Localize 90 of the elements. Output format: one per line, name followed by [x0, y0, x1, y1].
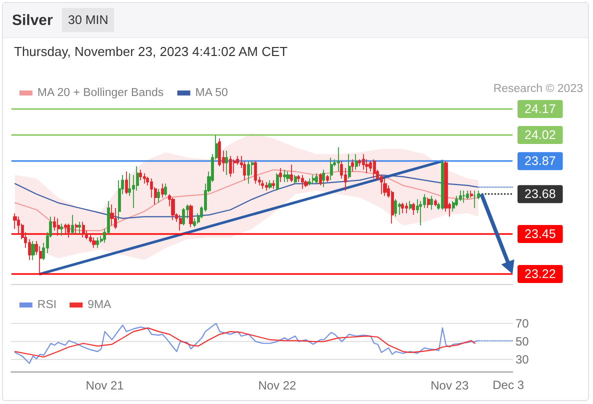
candlestick: [319, 172, 322, 186]
candlestick: [64, 223, 67, 234]
candlestick: [348, 154, 351, 179]
candlestick: [82, 221, 85, 238]
candlestick: [362, 154, 365, 170]
candlestick: [225, 150, 228, 176]
x-tick-label: Nov 22: [258, 378, 297, 392]
candlestick: [355, 154, 358, 170]
candlestick: [261, 180, 264, 190]
ref-line-label: 23.87: [524, 154, 556, 168]
candlestick: [434, 198, 437, 207]
candlestick: [409, 200, 412, 210]
ref-line-label: 24.17: [524, 102, 556, 116]
candlestick: [125, 171, 128, 195]
candlestick: [301, 174, 304, 190]
candlestick: [398, 202, 401, 216]
candlestick: [351, 158, 354, 172]
candlestick: [114, 208, 117, 230]
legend-label: 9MA: [88, 299, 112, 311]
legend-label: RSI: [37, 299, 57, 311]
candlestick: [308, 178, 311, 186]
candlestick: [78, 221, 81, 234]
candlestick: [143, 172, 146, 184]
legend-label: MA 20 + Bollinger Bands: [37, 87, 164, 99]
ref-line-label: 23.45: [524, 227, 556, 242]
candlestick: [430, 195, 433, 210]
candlestick: [179, 214, 182, 232]
ref-line-label: 23.22: [524, 266, 556, 281]
candlestick: [268, 180, 272, 190]
candlestick: [405, 202, 408, 214]
candlestick: [373, 158, 376, 179]
candlestick: [470, 190, 473, 198]
candlestick: [233, 158, 236, 174]
y-tick-label: 30: [516, 352, 530, 367]
candlestick: [466, 190, 469, 200]
ref-line-label: 23.68: [524, 187, 556, 202]
text: Research © 2023: [493, 82, 583, 96]
x-tick-label: Nov 23: [430, 378, 469, 392]
candlestick: [462, 190, 466, 204]
candlestick: [31, 240, 35, 261]
candlestick: [164, 183, 167, 196]
candlestick: [337, 146, 340, 172]
candlestick: [171, 197, 175, 221]
candlestick: [67, 223, 70, 238]
candlestick: [92, 237, 96, 248]
candlestick: [247, 160, 250, 184]
candlestick: [441, 160, 444, 210]
candlestick: [182, 208, 185, 226]
text: Dec 3: [492, 378, 524, 392]
candlestick: [473, 190, 476, 208]
candlestick: [294, 174, 297, 184]
y-tick-label: 50: [516, 334, 530, 349]
candlestick: [330, 157, 333, 181]
candlestick: [272, 180, 275, 190]
candlestick: [71, 214, 74, 234]
candlestick: [161, 183, 164, 198]
candlestick: [290, 164, 293, 182]
candlestick: [276, 172, 279, 192]
candlestick: [283, 169, 286, 182]
candlestick: [265, 181, 268, 192]
x-tick-label: Nov 21: [86, 378, 124, 392]
candlestick: [279, 168, 282, 182]
line-series: [14, 322, 479, 364]
candlestick: [254, 160, 257, 184]
candlestick: [315, 172, 318, 184]
candlestick: [322, 169, 325, 188]
chart-title: Silver: [12, 12, 53, 30]
candlestick: [157, 188, 160, 204]
candlestick: [383, 178, 387, 196]
candlestick: [286, 171, 290, 182]
candlestick: [139, 169, 142, 181]
candlestick: [110, 204, 114, 226]
candlestick: [427, 197, 430, 208]
line-series: [14, 327, 476, 358]
candlestick: [312, 174, 315, 184]
candlestick: [60, 223, 63, 236]
candlestick: [96, 237, 99, 248]
candlestick: [189, 204, 193, 228]
candlestick: [412, 202, 415, 216]
legend-label: MA 50: [195, 87, 228, 99]
chart-subtitle: Thursday, November 23, 2023 4:41:02 AM CET: [14, 44, 288, 60]
candlestick: [75, 223, 78, 234]
candlestick: [394, 198, 397, 218]
y-tick-label: 70: [516, 316, 530, 330]
ref-line-label: 24.02: [524, 128, 556, 142]
candlestick: [401, 202, 404, 214]
text: 30 MIN: [62, 8, 114, 32]
candlestick: [326, 174, 329, 182]
candlestick: [229, 155, 232, 178]
candlestick: [57, 218, 60, 236]
